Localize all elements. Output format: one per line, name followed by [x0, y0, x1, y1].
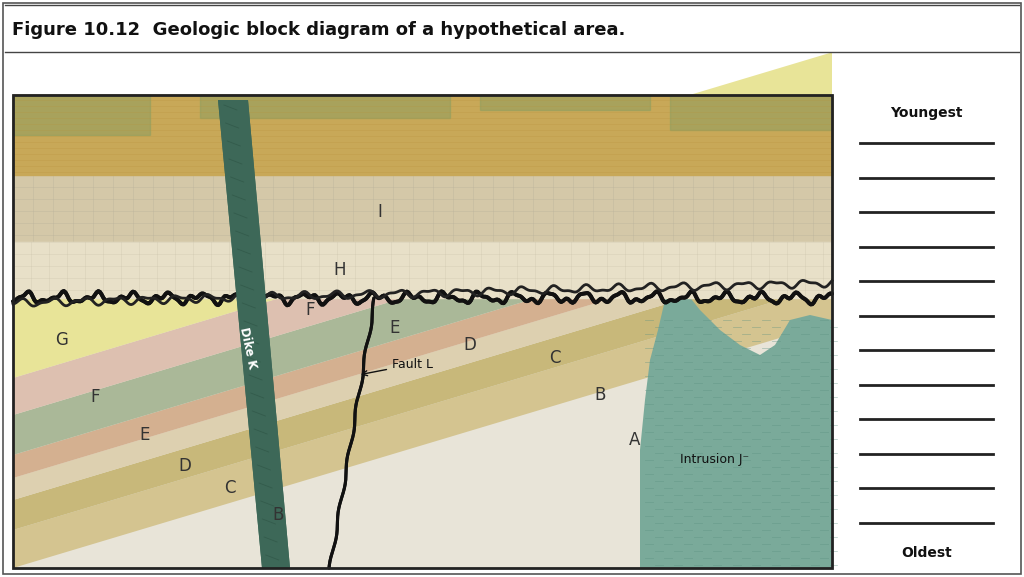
Text: E: E [390, 319, 400, 337]
Text: Fault L: Fault L [362, 358, 433, 376]
Polygon shape [13, 53, 831, 378]
Text: C: C [224, 479, 236, 497]
Text: Youngest: Youngest [890, 106, 963, 120]
Bar [670, 95, 831, 130]
Bar [480, 95, 650, 110]
Bar [13, 175, 831, 242]
Bar [13, 95, 831, 568]
Bar [200, 95, 450, 118]
Text: G: G [55, 331, 69, 349]
Text: B: B [272, 506, 284, 524]
Bar [13, 95, 150, 135]
Text: I: I [378, 203, 382, 221]
Polygon shape [13, 284, 831, 568]
Bar [670, 95, 831, 130]
Polygon shape [218, 100, 290, 568]
Polygon shape [13, 169, 831, 455]
Text: F: F [305, 301, 314, 319]
Polygon shape [13, 132, 831, 415]
Polygon shape [13, 233, 831, 500]
Text: A: A [630, 431, 641, 449]
Text: Intrusion J⁻: Intrusion J⁻ [680, 454, 750, 466]
Bar [13, 95, 831, 568]
Polygon shape [640, 280, 831, 568]
Polygon shape [13, 209, 831, 478]
Text: H: H [334, 261, 346, 279]
Bar [13, 95, 150, 135]
Bar [13, 175, 831, 242]
Bar [13, 242, 831, 298]
Polygon shape [13, 254, 831, 530]
Bar [13, 242, 831, 298]
Polygon shape [218, 100, 290, 568]
Text: D: D [464, 336, 476, 354]
Text: F: F [90, 388, 99, 406]
Text: C: C [549, 349, 561, 367]
Bar [480, 95, 650, 110]
Polygon shape [13, 95, 831, 175]
Text: Oldest: Oldest [901, 546, 952, 560]
Text: Figure 10.12  Geologic block diagram of a hypothetical area.: Figure 10.12 Geologic block diagram of a… [12, 21, 626, 39]
Bar [13, 95, 831, 175]
Text: B: B [594, 386, 605, 404]
Text: Dike K: Dike K [238, 326, 259, 370]
Text: E: E [140, 426, 151, 444]
Bar [13, 95, 831, 175]
Text: D: D [178, 457, 191, 475]
Bar [838, 95, 1015, 568]
Bar [200, 95, 450, 118]
